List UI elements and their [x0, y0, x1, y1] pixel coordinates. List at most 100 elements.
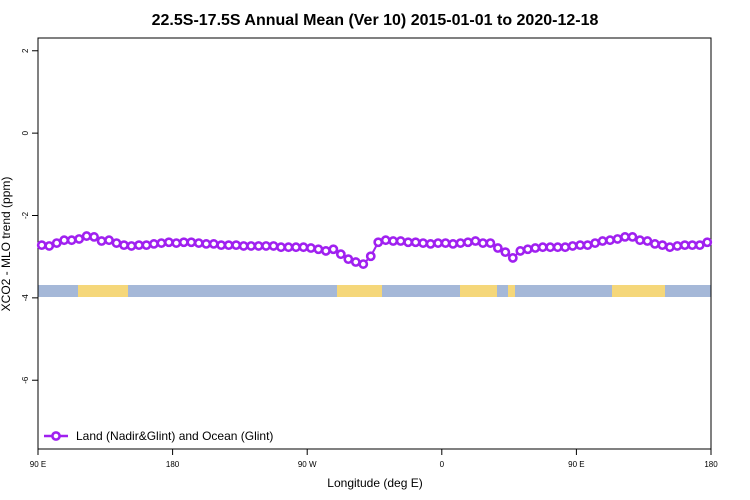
data-point [597, 236, 608, 246]
data-point [66, 235, 77, 246]
x-tick-label: 90 W [298, 460, 317, 469]
data-point [291, 242, 301, 253]
data-point [119, 240, 129, 251]
land-band [460, 285, 497, 297]
data-point [702, 237, 713, 248]
data-point [328, 244, 339, 255]
data-point [522, 244, 533, 255]
data-point [134, 240, 144, 251]
y-tick-label: -4 [21, 294, 30, 302]
data-point [612, 234, 623, 244]
data-point [650, 239, 660, 249]
data-point [365, 251, 376, 262]
data-point [44, 241, 55, 251]
data-point [395, 236, 406, 246]
data-point [560, 242, 571, 253]
data-point [575, 240, 586, 251]
data-point [231, 240, 242, 251]
y-tick-label: -2 [21, 211, 30, 219]
data-point [89, 232, 99, 242]
y-axis-label: XCO2 - MLO trend (ppm) [0, 177, 13, 312]
data-point [492, 243, 503, 253]
data-point [81, 231, 92, 241]
data-point [320, 246, 331, 256]
data-point [313, 244, 324, 255]
data-point [246, 241, 257, 251]
data-point [537, 242, 548, 253]
land-band [508, 285, 515, 297]
data-point [193, 238, 204, 248]
data-point [448, 239, 458, 249]
y-tick-label: 2 [21, 48, 30, 53]
data-point [635, 235, 645, 246]
legend-label: Land (Nadir&Glint) and Ocean (Glint) [76, 429, 273, 443]
data-point [642, 236, 653, 246]
data-point [657, 240, 668, 251]
data-point [335, 249, 346, 260]
data-point [530, 243, 541, 253]
x-tick-label: 180 [704, 460, 718, 469]
data-point [104, 235, 114, 246]
data-point [388, 236, 399, 246]
data-point [111, 238, 122, 248]
data-point [358, 259, 369, 269]
data-point [433, 238, 443, 248]
data-point [59, 235, 70, 246]
data-point [418, 238, 429, 248]
data-point [507, 253, 518, 263]
data-point [298, 242, 309, 253]
data-point [425, 239, 436, 249]
data-point [149, 239, 159, 249]
data-point [470, 236, 481, 246]
data-point [223, 240, 234, 251]
y-tick-label: 0 [21, 130, 30, 135]
data-point [567, 241, 578, 251]
data-point [276, 242, 286, 253]
data-point [373, 237, 384, 248]
data-point [171, 238, 182, 248]
data-point [410, 237, 421, 248]
data-point [186, 237, 197, 248]
data-point [605, 235, 615, 246]
y-tick-label: -6 [21, 376, 30, 384]
data-point [261, 241, 271, 251]
data-point [306, 243, 316, 253]
x-tick-label: 90 E [568, 460, 584, 469]
data-point [627, 232, 638, 242]
data-point [350, 257, 361, 267]
x-tick-label: 0 [440, 460, 445, 469]
data-point [485, 238, 496, 248]
land-ocean-strip [38, 285, 711, 297]
data-point [141, 240, 152, 251]
data-point [440, 238, 451, 248]
land-band [612, 285, 665, 297]
data-point [51, 238, 62, 248]
data-point [672, 241, 683, 251]
data-point [36, 240, 47, 251]
data-point [74, 234, 85, 244]
data-point [283, 242, 294, 253]
data-point [463, 237, 473, 248]
x-tick-label: 180 [166, 460, 180, 469]
chart-title: 22.5S-17.5S Annual Mean (Ver 10) 2015-01… [152, 12, 599, 29]
data-point [582, 240, 593, 251]
data-point [163, 237, 174, 248]
data-point [500, 247, 511, 258]
data-point [343, 254, 354, 265]
data-point [679, 240, 690, 251]
land-band [78, 285, 128, 297]
legend-marker [51, 431, 61, 441]
data-point [478, 238, 488, 248]
data-point [403, 237, 414, 248]
data-point [156, 238, 167, 248]
data-point [687, 240, 698, 251]
data-point [552, 242, 563, 253]
data-point [664, 242, 675, 253]
data-point [268, 241, 279, 251]
data-point [238, 241, 249, 251]
data-point [253, 241, 264, 251]
data-point [620, 232, 630, 242]
data-point [208, 239, 219, 249]
data-point [216, 240, 227, 251]
